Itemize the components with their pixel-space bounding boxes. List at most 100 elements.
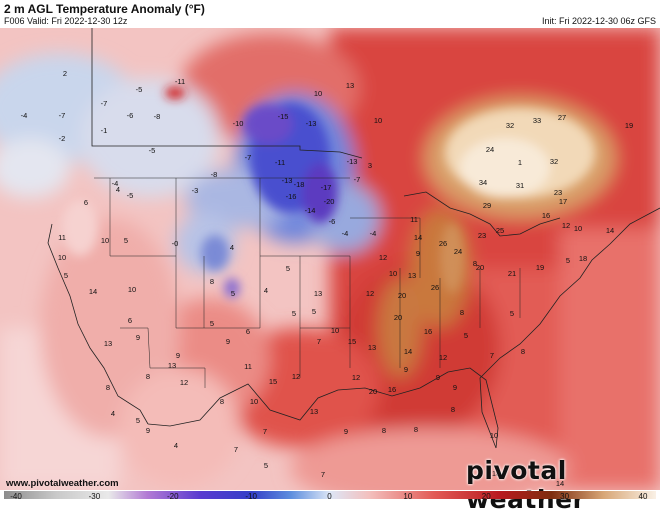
anomaly-value-label: 20 [398,291,406,300]
anomaly-value-label: 25 [496,226,504,235]
anomaly-value-label: 34 [479,178,487,187]
anomaly-value-label: 8 [460,308,464,317]
anomaly-value-label: 33 [533,116,541,125]
anomaly-value-label: 24 [486,145,494,154]
colorbar-tick-label: 20 [481,492,491,501]
anomaly-value-label: 5 [510,309,514,318]
anomaly-value-label: 20 [394,313,402,322]
anomaly-value-label: 9 [136,333,140,342]
brand-logo: pivotal weather [466,456,586,514]
anomaly-value-label: 16 [388,385,396,394]
great-lakes-border [403,191,561,237]
temperature-anomaly-map[interactable]: 2 -7 -8 -7 -4 -11 -5 -6 -2 -1 -5 -10 -15 -13 -7 -11 -13-… [0,28,660,490]
anomaly-value-label: 23 [554,188,562,197]
anomaly-value-label: 5 [64,271,68,280]
anomaly-value-label: 8 [106,383,110,392]
anomaly-value-label: 13 [314,289,322,298]
colorbar-tick-label: 0 [327,492,332,501]
anomaly-value-label: -16 [286,192,297,201]
anomaly-value-label: 32 [550,157,558,166]
anomaly-value-label: 12 [292,372,300,381]
anomaly-value-label: -14 [305,206,316,215]
colorbar-tick-label: -40 [10,492,22,501]
website-url[interactable]: www.pivotalweather.com [6,478,119,489]
anomaly-value-label: 12 [379,253,387,262]
anomaly-value-label: 20 [369,387,377,396]
anomaly-value-label: 4 [174,441,178,450]
map-canvas: 2-7-8-7-4-11-5-6-2-1-5-10-15-13-7-11 -13-… [0,28,660,490]
anomaly-value-label: 18 [492,469,500,478]
anomaly-value-label: 10 [128,285,136,294]
colorbar-tick-label: 10 [403,492,413,501]
anomaly-value-label: 9 [436,373,440,382]
colorbar-tick-label: -20 [166,492,179,501]
anomaly-value-label: 27 [558,113,566,122]
anomaly-value-label: 14 [89,287,97,296]
anomaly-value-label: 10 [490,431,498,440]
anomaly-value-label: -4 [21,111,28,120]
anomaly-value-label: -17 [321,183,332,192]
anomaly-value-label: 4 [230,243,234,252]
anomaly-value-label: 11 [58,233,66,242]
anomaly-value-label: -7 [245,153,252,162]
anomaly-value-label: 5 [231,289,235,298]
anomaly-value-label: 14 [556,479,564,488]
anomaly-value-label: -7 [59,111,66,120]
anomaly-value-label: 13 [368,343,376,352]
anomaly-value-label: 9 [146,426,150,435]
valid-time: F006 Valid: Fri 2022-12-30 12z [4,16,128,26]
anomaly-value-label: -7 [354,175,361,184]
anomaly-value-label: 5 [566,256,570,265]
anomaly-value-label: 9 [453,383,457,392]
anomaly-shading [0,28,660,490]
anomaly-value-label: 15 [348,337,356,346]
anomaly-value-label: 5 [286,264,290,273]
anomaly-value-label: 6 [246,327,250,336]
anomaly-value-label: -15 [278,112,289,121]
anomaly-value-label: 1 [518,158,522,167]
anomaly-value-label: 13 [310,407,318,416]
anomaly-value-label: 10 [574,224,582,233]
anomaly-value-label: 4 [116,185,120,194]
colorbar-tick-label: -30 [88,492,101,501]
anomaly-value-label: 8 [414,425,418,434]
anomaly-value-label: 11 [410,215,418,224]
anomaly-value-label: 8 [220,397,224,406]
anomaly-value-label: 8 [521,347,525,356]
anomaly-value-label: 11 [244,362,252,371]
anomaly-value-label: -11 [275,158,285,167]
anomaly-value-label: -6 [329,217,336,226]
anomaly-value-label: 24 [454,247,462,256]
anomaly-value-label: 5 [464,331,468,340]
anomaly-value-labels: 2-7-8-7-4-11-5-6-2-1-5-10-15-13-7-11 -13-… [21,69,634,488]
anomaly-value-label: 10 [101,236,109,245]
anomaly-value-label: -3 [192,186,199,195]
anomaly-value-label: -18 [294,180,305,189]
anomaly-value-label: 6 [128,316,132,325]
anomaly-value-label: 13 [168,361,176,370]
anomaly-value-label: -2 [59,134,66,143]
anomaly-value-label: 7 [263,427,267,436]
anomaly-value-label: 8 [210,277,214,286]
anomaly-value-label: 4 [264,286,268,295]
anomaly-value-label: 16 [424,327,432,336]
anomaly-value-label: 19 [536,263,544,272]
anomaly-value-label: 19 [625,121,633,130]
anomaly-value-label: 4 [111,409,115,418]
anomaly-value-label: -4 [112,179,119,188]
anomaly-value-label: 7 [321,470,325,479]
anomaly-value-label: 7 [490,351,494,360]
anomaly-value-label: 6 [84,198,88,207]
anomaly-value-label: 5 [292,309,296,318]
anomaly-value-label: -20 [324,197,335,206]
anomaly-value-label: 8 [451,405,455,414]
state-lines-4 [120,327,206,388]
anomaly-value-label: 5 [312,307,316,316]
anomaly-value-label: 14 [404,347,412,356]
anomaly-value-label: 16 [542,211,550,220]
anomaly-value-label: -13 [347,157,358,166]
anomaly-value-label: 8 [382,426,386,435]
anomaly-value-label: -13 [306,119,317,128]
anomaly-value-label: 12 [352,373,360,382]
anomaly-value-label: 10 [250,397,258,406]
